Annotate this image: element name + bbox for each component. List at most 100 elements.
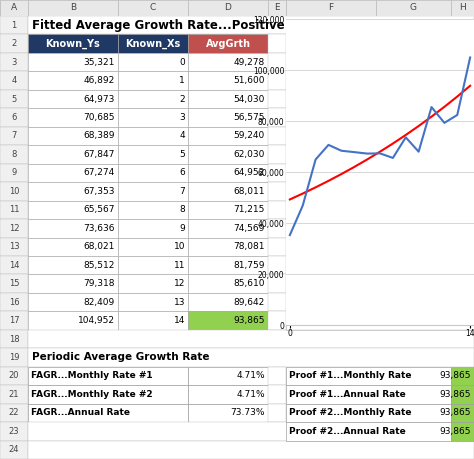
Bar (268, 72, 286, 90)
Bar (28, 274, 118, 293)
Bar (0, 441, 28, 459)
Text: 4: 4 (11, 76, 17, 85)
Bar (118, 182, 188, 201)
Bar (188, 219, 268, 237)
Text: Periodic Average Growth Rate: Periodic Average Growth Rate (32, 353, 210, 363)
Bar (188, 256, 268, 274)
Text: 67,353: 67,353 (83, 187, 115, 196)
Text: 62,030: 62,030 (234, 150, 265, 159)
Bar (118, 145, 188, 164)
Text: 0: 0 (179, 58, 185, 67)
Bar (28, 311, 118, 330)
Bar (0, 311, 28, 330)
Text: E: E (274, 4, 280, 12)
Bar (268, 274, 286, 293)
Text: 11: 11 (173, 261, 185, 270)
Bar (188, 403, 268, 422)
Bar (0, 256, 28, 274)
Bar (28, 256, 118, 274)
Bar (188, 127, 268, 145)
Bar (188, 164, 268, 182)
Bar (0, 293, 28, 311)
Bar (0, 385, 28, 403)
Text: 6: 6 (179, 168, 185, 177)
Text: Proof #1...Annual Rate: Proof #1...Annual Rate (289, 390, 406, 399)
Bar (451, 422, 474, 441)
Text: 59,240: 59,240 (234, 131, 265, 140)
Text: 15: 15 (9, 279, 19, 288)
Bar (451, 403, 474, 422)
Bar (28, 422, 474, 441)
Text: 51,600: 51,600 (234, 76, 265, 85)
Bar (188, 72, 268, 90)
Bar (0, 201, 28, 219)
Bar (0, 0, 28, 16)
Bar (28, 403, 188, 422)
Text: 8: 8 (11, 150, 17, 159)
Text: 3: 3 (11, 58, 17, 67)
Text: 64,973: 64,973 (83, 95, 115, 104)
Text: 11: 11 (9, 205, 19, 214)
Bar (0, 403, 28, 422)
Text: 19: 19 (9, 353, 19, 362)
Text: 104,952: 104,952 (78, 316, 115, 325)
Text: 5: 5 (11, 95, 17, 104)
Bar (0, 34, 28, 53)
Text: 70,685: 70,685 (83, 113, 115, 122)
Text: H: H (459, 4, 466, 12)
Bar (188, 182, 268, 201)
Polygon shape (0, 0, 14, 16)
Text: 6: 6 (11, 113, 17, 122)
Bar (0, 164, 28, 182)
Text: 73,636: 73,636 (83, 224, 115, 233)
Bar (118, 72, 188, 90)
Text: 67,274: 67,274 (84, 168, 115, 177)
Bar (451, 0, 474, 16)
Bar (188, 293, 268, 311)
Bar (268, 182, 286, 201)
Bar (28, 145, 118, 164)
Text: A: A (11, 4, 17, 12)
Bar (286, 0, 376, 16)
Text: 1: 1 (11, 21, 17, 30)
Text: 65,567: 65,567 (83, 205, 115, 214)
Text: 81,759: 81,759 (234, 261, 265, 270)
Bar (286, 403, 451, 422)
Bar (188, 108, 268, 127)
Text: Proof #2...Monthly Rate: Proof #2...Monthly Rate (289, 409, 411, 417)
Bar (268, 164, 286, 182)
Bar (0, 108, 28, 127)
Text: 54,030: 54,030 (234, 95, 265, 104)
Text: Fitted Average Growth Rate...Positive Growth: Fitted Average Growth Rate...Positive Gr… (32, 19, 337, 32)
Bar (0, 145, 28, 164)
Bar (28, 330, 474, 348)
Text: 4.71%: 4.71% (237, 371, 265, 381)
Text: Known_Ys: Known_Ys (46, 39, 100, 49)
Bar (0, 53, 28, 72)
Text: 7: 7 (179, 187, 185, 196)
Text: FAGR...Monthly Rate #2: FAGR...Monthly Rate #2 (31, 390, 153, 399)
Text: 93,865: 93,865 (439, 371, 471, 381)
Text: 4.71%: 4.71% (237, 390, 265, 399)
Bar (118, 219, 188, 237)
Text: 14: 14 (173, 316, 185, 325)
Text: 93,865: 93,865 (234, 316, 265, 325)
Text: FAGR...Annual Rate: FAGR...Annual Rate (31, 409, 130, 417)
Text: 82,409: 82,409 (84, 297, 115, 307)
Text: 68,389: 68,389 (83, 131, 115, 140)
Bar (28, 237, 118, 256)
Bar (28, 0, 118, 16)
Bar (118, 34, 188, 53)
Bar (188, 90, 268, 108)
Text: 17: 17 (9, 316, 19, 325)
Text: 68,011: 68,011 (234, 187, 265, 196)
Bar (188, 237, 268, 256)
Text: 10: 10 (9, 187, 19, 196)
Bar (118, 127, 188, 145)
Text: AvgGrth: AvgGrth (206, 39, 250, 49)
Bar (451, 385, 474, 403)
Bar (286, 34, 474, 330)
Bar (268, 219, 286, 237)
Text: 12: 12 (173, 279, 185, 288)
Bar (268, 201, 286, 219)
